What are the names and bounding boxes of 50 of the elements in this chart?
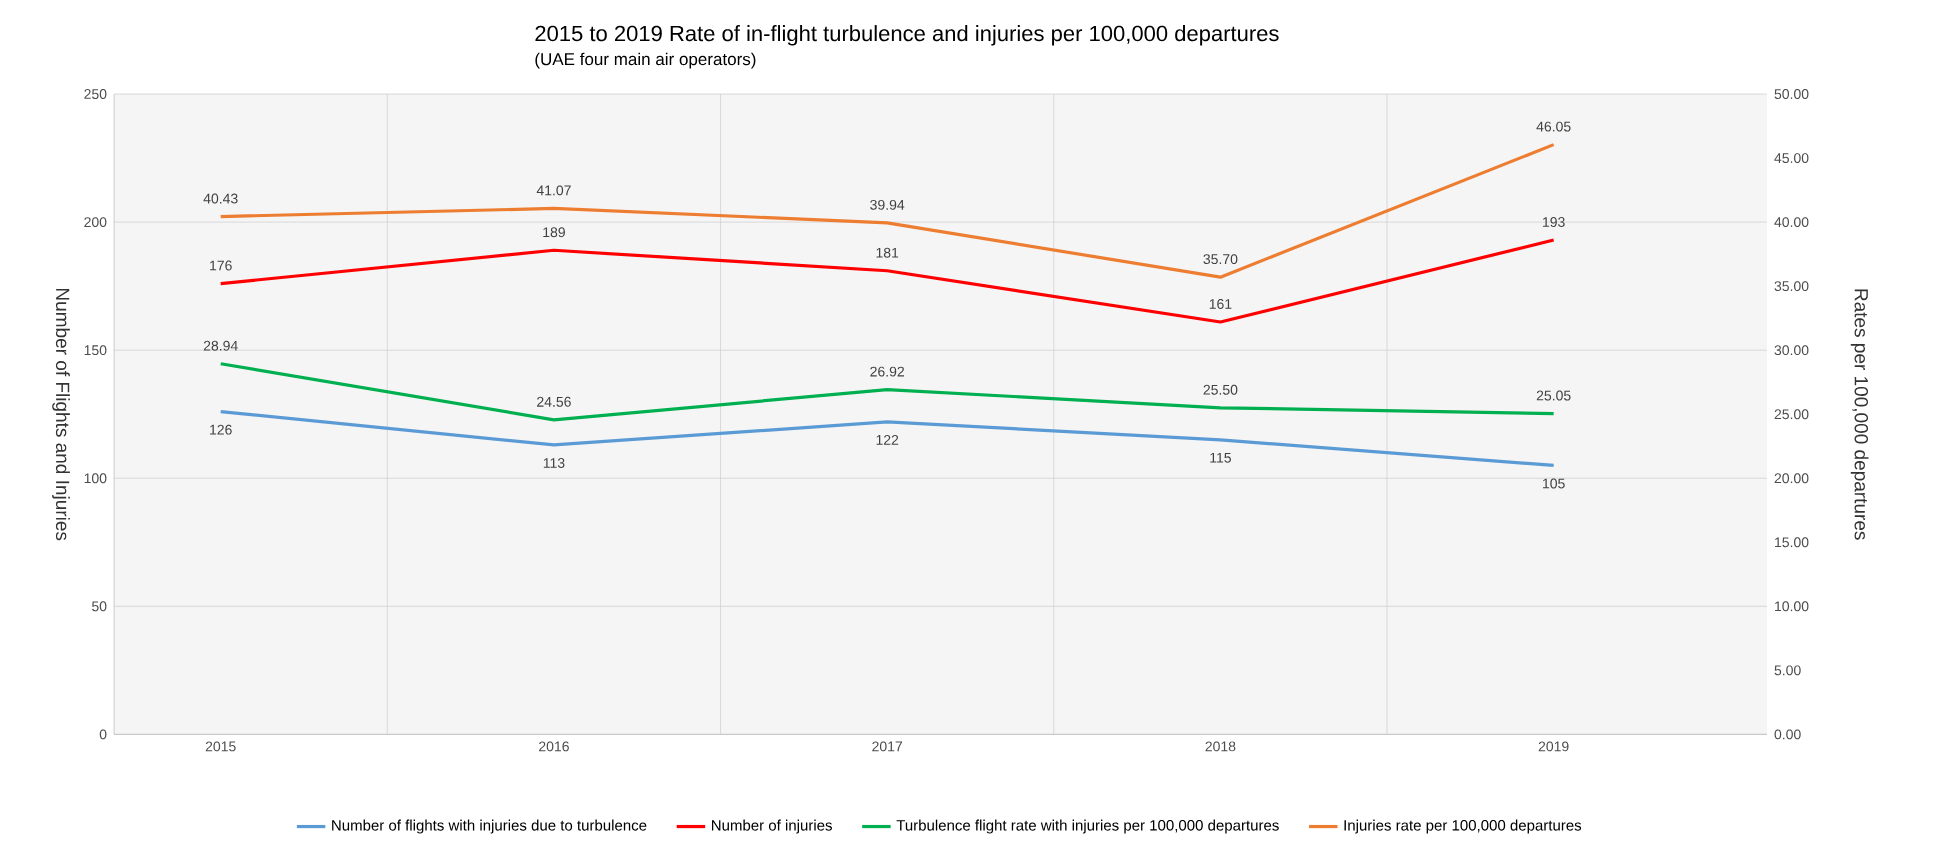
data-label: 40.43	[203, 193, 238, 204]
y2-axis-title: Rates per 100,000 departures	[1850, 289, 1869, 540]
data-label: 176	[210, 260, 232, 271]
data-label: 181	[876, 247, 899, 258]
y-axis-title: Number of Flights and Injuries	[52, 288, 70, 541]
data-label: 25.05	[1536, 390, 1571, 401]
data-label: 115	[1210, 452, 1231, 463]
data-label: 24.56	[537, 396, 571, 407]
y2-tick-label: 5.00	[1774, 665, 1801, 676]
y2-tick-label: 0.00	[1774, 729, 1801, 740]
legend-label: Turbulence flight rate with injuries per 100,000 departures	[896, 819, 1279, 834]
data-label: 105	[1543, 478, 1565, 489]
data-label: 39.94	[870, 199, 905, 210]
y2-tick-label: 45.00	[1774, 152, 1809, 163]
y-tick-label: 50	[91, 601, 107, 612]
data-label: 28.94	[203, 340, 238, 351]
data-label: 41.07	[536, 185, 571, 196]
data-label: 25.50	[1203, 384, 1238, 395]
x-tick-label: 2017	[872, 741, 903, 752]
y2-tick-label: 20.00	[1774, 473, 1809, 483]
y-tick-label: 250	[84, 88, 107, 99]
y-tick-label: 100	[84, 473, 107, 483]
y2-tick-label: 10.00	[1775, 601, 1809, 612]
x-tick-label: 2019	[1538, 741, 1569, 752]
data-label: 26.92	[870, 366, 904, 377]
chart-title: 2015 to 2019 Rate of in-flight turbulence and injuries per 100,000 departures	[535, 24, 1279, 46]
y2-tick-label: 35.00	[1774, 280, 1809, 291]
y-tick-label: 0	[99, 729, 107, 740]
y2-tick-label: 30.00	[1774, 345, 1809, 355]
data-label: 35.70	[1203, 254, 1238, 264]
legend-label: Number of injuries	[712, 819, 832, 834]
y-tick-label: 150	[84, 345, 107, 355]
y2-tick-label: 50.00	[1774, 88, 1809, 99]
x-tick-label: 2018	[1205, 741, 1236, 752]
data-label: 193	[1543, 216, 1565, 227]
data-label: 189	[543, 227, 565, 237]
x-tick-label: 2016	[539, 741, 569, 752]
y-tick-label: 200	[84, 216, 107, 227]
y2-tick-label: 15.00	[1775, 537, 1809, 548]
y2-tick-label: 40.00	[1774, 216, 1809, 227]
chart-subtitle: (UAE four main air operators)	[535, 52, 756, 69]
data-label: 161	[1209, 298, 1232, 309]
data-label: 113	[543, 457, 565, 468]
data-label: 46.05	[1536, 121, 1571, 132]
data-label: 126	[210, 424, 232, 435]
y2-tick-label: 25.00	[1774, 409, 1809, 419]
data-label: 122	[876, 434, 899, 445]
legend-label: Injuries rate per 100,000 departures	[1344, 819, 1582, 834]
legend-label: Number of flights with injuries due to turbulence	[332, 819, 647, 834]
x-tick-label: 2015	[205, 741, 236, 752]
